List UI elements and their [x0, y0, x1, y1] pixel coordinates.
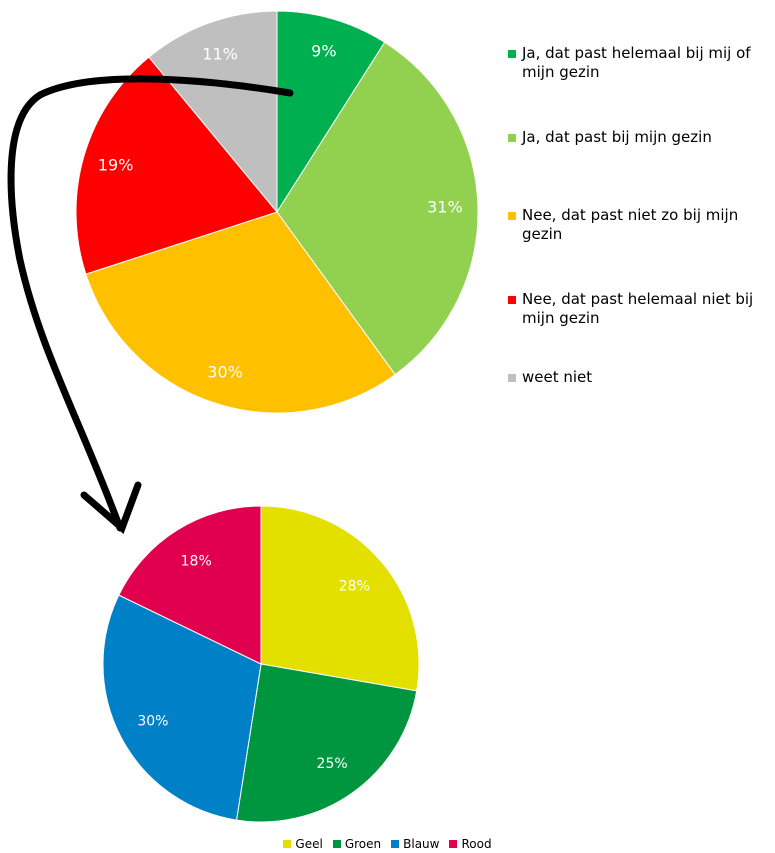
pie-slice	[235, 663, 418, 823]
pie-slice	[276, 10, 386, 214]
legend-label: Geel	[295, 837, 323, 851]
pie-slice	[148, 10, 278, 214]
legend-label: Nee, dat past niet zo bij mijn gezin	[522, 206, 739, 243]
pie-slice	[85, 211, 396, 414]
pie-chart-bottom: 28% 25% 30% 18%	[102, 505, 420, 823]
pie-slice	[118, 505, 262, 665]
slice-data-label: 30%	[137, 713, 168, 729]
slice-data-label: 11%	[202, 45, 238, 64]
slice-data-label: 30%	[207, 362, 243, 381]
legend-label: Groen	[344, 837, 382, 851]
legend-item: Geel	[283, 837, 323, 851]
legend-item: weet niet	[508, 368, 770, 387]
pie-chart-top: 9% 31% 30% 19% 11%	[75, 10, 479, 414]
legend-label: Blauw	[403, 837, 440, 851]
pie-slice	[260, 505, 420, 692]
legend-swatch	[508, 296, 516, 304]
slice-data-label: 31%	[427, 197, 463, 216]
legend-item: Groen	[332, 837, 382, 851]
legend-swatch	[508, 134, 516, 142]
legend-label: weet niet	[522, 368, 593, 386]
legend-swatch	[283, 840, 292, 848]
legend-item: Ja, dat past helemaal bij mij of mijn ge…	[508, 44, 770, 82]
legend-item: Ja, dat past bij mijn gezin	[508, 128, 770, 147]
legend-swatch	[391, 840, 400, 848]
slice-data-label: 9%	[311, 41, 336, 60]
legend-item: Nee, dat past niet zo bij mijn gezin	[508, 206, 770, 244]
legend-swatch	[508, 212, 516, 220]
legend-label: Nee, dat past helemaal niet bij mijn gez…	[522, 290, 754, 327]
legend-label: Ja, dat past helemaal bij mij of mijn ge…	[522, 44, 751, 81]
pie-slice	[75, 56, 278, 275]
legend-bottom: Geel Groen Blauw Rood	[0, 836, 775, 852]
legend-swatch	[508, 374, 516, 382]
legend-swatch	[332, 840, 341, 848]
arrow-head	[80, 481, 142, 534]
slice-data-label: 28%	[339, 578, 370, 594]
legend-swatch	[449, 840, 458, 848]
legend-label: Rood	[461, 837, 492, 851]
slice-data-label: 25%	[317, 756, 348, 772]
legend-item: Blauw	[391, 837, 439, 851]
legend-swatch	[508, 50, 516, 58]
slice-data-label: 18%	[181, 554, 212, 570]
legend-item: Rood	[449, 837, 492, 851]
legend-label: Ja, dat past bij mijn gezin	[522, 128, 712, 146]
pie-slice	[276, 41, 479, 376]
curved-arrow	[7, 75, 294, 532]
slice-data-label: 19%	[98, 156, 134, 175]
pie-slice	[102, 594, 262, 821]
legend-item: Nee, dat past helemaal niet bij mijn gez…	[508, 290, 770, 328]
